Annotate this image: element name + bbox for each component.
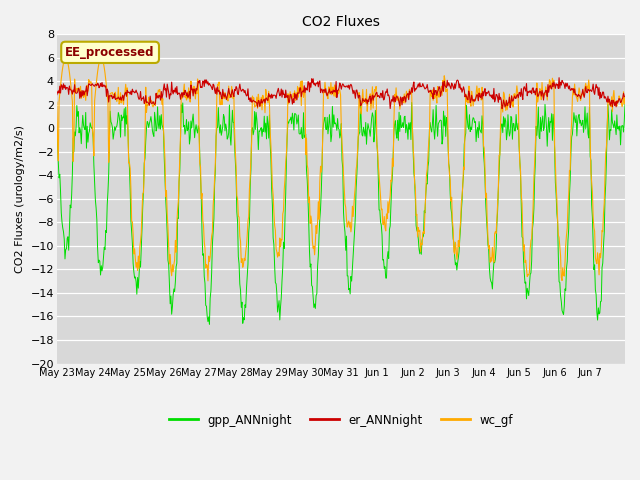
- Legend: gpp_ANNnight, er_ANNnight, wc_gf: gpp_ANNnight, er_ANNnight, wc_gf: [164, 409, 518, 432]
- Title: CO2 Fluxes: CO2 Fluxes: [302, 15, 380, 29]
- Text: EE_processed: EE_processed: [65, 46, 155, 59]
- Y-axis label: CO2 Fluxes (urology/m2/s): CO2 Fluxes (urology/m2/s): [15, 125, 25, 273]
